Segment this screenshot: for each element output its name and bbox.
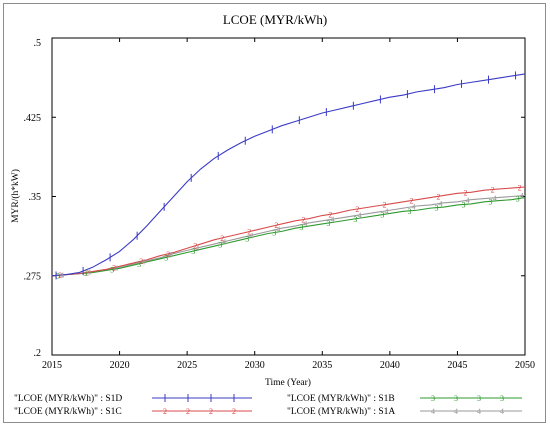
data-point: 4 <box>276 225 280 234</box>
data-point: 3 <box>164 253 168 262</box>
data-point: 2 <box>518 183 522 192</box>
data-point: 4 <box>330 215 334 224</box>
data-point: 3 <box>245 234 249 243</box>
data-point: 2 <box>247 228 251 237</box>
data-point: 4 <box>222 238 226 247</box>
legend-marker: 2 <box>186 407 190 416</box>
series-line-4 <box>51 194 526 277</box>
series-line-2 <box>51 186 526 277</box>
data-point: 3 <box>218 241 222 250</box>
x-tick-label: 2050 <box>515 360 535 371</box>
data-point: 2 <box>58 271 62 280</box>
y-tick-label: .5 <box>34 38 42 49</box>
y-tick-label: .425 <box>24 113 42 124</box>
data-point: 4 <box>439 199 443 208</box>
y-tick-label: .275 <box>24 271 42 282</box>
y-axis-label: MYR/(h*kW) <box>10 169 21 223</box>
data-point: 2 <box>274 221 278 230</box>
data-point: 4 <box>412 203 416 212</box>
y-tick-label: .35 <box>29 192 42 203</box>
legend-marker: 2 <box>163 407 167 416</box>
plot-area <box>51 37 526 356</box>
data-point: 3 <box>191 247 195 256</box>
data-point: 4 <box>114 264 118 273</box>
x-tick-label: 2020 <box>110 360 130 371</box>
legend-marker: 4 <box>431 407 435 416</box>
x-axis: 2015 2020 2025 2030 2035 2040 2045 2050 <box>42 38 535 371</box>
data-point: 2 <box>409 197 413 206</box>
data-point: 2 <box>355 205 359 214</box>
data-point: 4 <box>466 196 470 205</box>
data-point: 3 <box>462 200 466 209</box>
data-point: 4 <box>520 192 524 201</box>
data-point: 4 <box>357 211 361 220</box>
data-point: 2 <box>382 201 386 210</box>
data-point: 3 <box>326 219 330 228</box>
y-tick-label: .2 <box>34 348 42 359</box>
data-point: 2 <box>85 268 89 277</box>
data-point: 3 <box>299 223 303 232</box>
data-point: 2 <box>139 257 143 266</box>
data-point: 3 <box>434 204 438 213</box>
legend-marker: 4 <box>500 407 504 416</box>
data-point: 3 <box>380 211 384 220</box>
data-point: 2 <box>112 264 116 273</box>
legend-marker: 3 <box>431 394 435 403</box>
data-point: 4 <box>168 251 172 260</box>
x-tick-label: 2030 <box>245 360 265 371</box>
legend-marker: 4 <box>454 407 458 416</box>
legend-marker: 2 <box>232 407 236 416</box>
series-line-1 <box>51 73 526 277</box>
data-point: 4 <box>141 258 145 267</box>
chart-title: LCOE (MYR/kWh) <box>223 12 327 27</box>
data-point: 2 <box>193 242 197 251</box>
data-point: 2 <box>328 210 332 219</box>
legend-marker: 4 <box>477 407 481 416</box>
data-point: 3 <box>83 269 87 278</box>
data-point: 3 <box>353 215 357 224</box>
data-point: 4 <box>303 220 307 229</box>
legend-marker: 3 <box>500 394 504 403</box>
data-point: 3 <box>137 260 141 269</box>
data-point: 4 <box>60 271 64 280</box>
x-tick-label: 2025 <box>177 360 197 371</box>
data-point: 2 <box>464 189 468 198</box>
data-point: 4 <box>249 231 253 240</box>
data-point: 2 <box>301 216 305 225</box>
x-tick-label: 2040 <box>380 360 400 371</box>
data-point: 3 <box>56 271 60 280</box>
x-tick-label: 2015 <box>42 360 62 371</box>
data-point: 3 <box>489 197 493 206</box>
legend-marker: 2 <box>209 407 213 416</box>
legend-label: "LCOE (MYR/kWh)" : S1B <box>287 393 395 404</box>
series-line-3 <box>51 197 526 277</box>
data-point: 2 <box>491 186 495 195</box>
data-point: 3 <box>516 195 520 204</box>
legend-marker: 3 <box>454 394 458 403</box>
legend-marker: 3 <box>477 394 481 403</box>
legend: "LCOE (MYR/kWh)" : S1D "LCOE (MYR/kWh)" :… <box>14 393 522 417</box>
data-point: 3 <box>272 229 276 238</box>
data-point: 2 <box>166 250 170 259</box>
legend-label: "LCOE (MYR/kWh)" : S1A <box>287 406 395 417</box>
data-point: 3 <box>110 266 114 275</box>
data-point: 3 <box>407 207 411 216</box>
data-point: 2 <box>220 234 224 243</box>
data-point: 4 <box>87 268 91 277</box>
data-point: 4 <box>384 207 388 216</box>
x-axis-label: Time (Year) <box>265 377 311 388</box>
data-point: 4 <box>195 244 199 253</box>
x-tick-label: 2045 <box>447 360 467 371</box>
data-point: 4 <box>493 194 497 203</box>
legend-label: "LCOE (MYR/kWh)" : S1D <box>14 393 122 404</box>
data-point: 2 <box>437 192 441 201</box>
x-tick-label: 2035 <box>312 360 332 371</box>
legend-label: "LCOE (MYR/kWh)" : S1C <box>14 406 122 417</box>
